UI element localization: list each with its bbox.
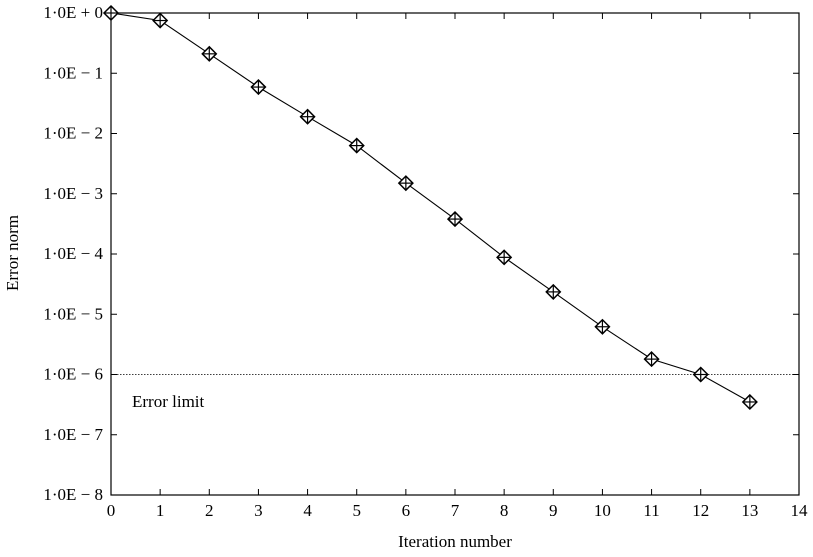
x-tick-label: 3 bbox=[254, 501, 263, 520]
x-tick-label: 14 bbox=[791, 501, 809, 520]
x-axis-title: Iteration number bbox=[398, 532, 512, 551]
x-tick-label: 0 bbox=[107, 501, 116, 520]
data-point bbox=[250, 78, 267, 96]
data-point bbox=[643, 351, 660, 368]
data-point bbox=[201, 45, 218, 62]
data-point bbox=[496, 249, 513, 266]
data-point bbox=[741, 393, 758, 411]
y-tick-label: 1·0E − 3 bbox=[43, 184, 103, 203]
x-tick-label: 7 bbox=[451, 501, 460, 520]
data-point bbox=[397, 175, 414, 192]
y-tick-label: 1·0E − 4 bbox=[43, 244, 103, 263]
data-point bbox=[102, 4, 120, 22]
y-tick-label: 1·0E − 2 bbox=[43, 124, 103, 143]
y-axis-title: Error norm bbox=[3, 215, 22, 291]
y-tick-label: 1·0E − 5 bbox=[43, 304, 103, 323]
y-tick-label: 1·0E − 6 bbox=[43, 365, 103, 384]
series-line bbox=[110, 12, 751, 403]
data-point bbox=[545, 283, 562, 300]
data-point bbox=[299, 108, 316, 125]
data-point bbox=[152, 12, 169, 29]
x-tick-label: 13 bbox=[741, 501, 758, 520]
y-tick-label: 1·0E − 1 bbox=[43, 63, 103, 82]
x-tick-label: 1 bbox=[156, 501, 165, 520]
y-tick-label: 1·0E + 0 bbox=[43, 3, 103, 22]
x-tick-label: 10 bbox=[594, 501, 611, 520]
data-point bbox=[348, 137, 365, 154]
error-limit-label: Error limit bbox=[132, 392, 205, 411]
data-point bbox=[692, 366, 709, 383]
x-tick-label: 4 bbox=[303, 501, 312, 520]
data-point bbox=[446, 211, 464, 228]
x-tick-label: 11 bbox=[643, 501, 659, 520]
x-tick-label: 12 bbox=[692, 501, 709, 520]
x-tick-label: 6 bbox=[402, 501, 411, 520]
x-tick-label: 2 bbox=[205, 501, 214, 520]
plot-frame bbox=[110, 12, 800, 496]
y-tick-label: 1·0E − 7 bbox=[43, 425, 103, 444]
data-point bbox=[594, 318, 611, 335]
x-tick-label: 5 bbox=[352, 501, 361, 520]
x-tick-label: 8 bbox=[500, 501, 509, 520]
x-tick-label: 9 bbox=[549, 501, 558, 520]
y-tick-label: 1·0E − 8 bbox=[43, 485, 103, 504]
